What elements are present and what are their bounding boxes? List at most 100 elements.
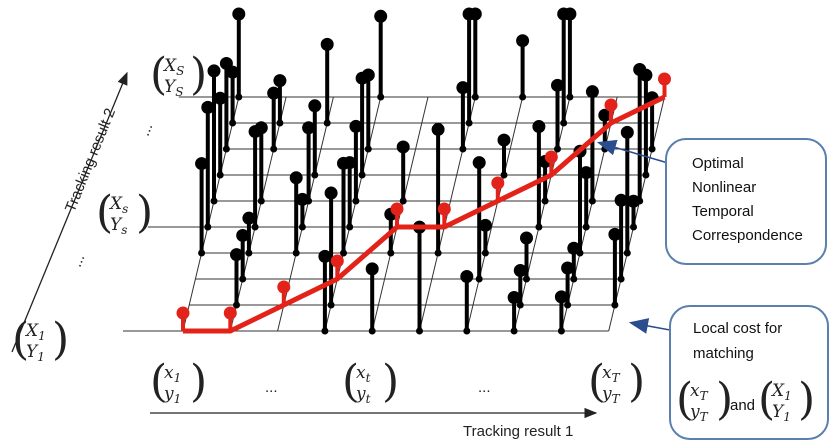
y-tick-vector-subscript: S [176,64,184,78]
y-tick-vector-subscript: s [121,223,127,237]
cost-stem-head [633,62,647,76]
cost-stem-head [532,120,546,134]
cost-stem-head [195,157,209,171]
cost-stem-head [554,290,568,304]
path-stem-head [223,306,237,320]
cost-stem-head [355,71,369,85]
y-tick-vector-letter: Y [26,342,39,362]
optimal-path-line [183,94,666,334]
y-tick-vector-subscript: S [175,85,183,99]
x-axis-label: Tracking result 1 [463,423,573,440]
formula-vector-right-letter: Y [772,402,785,422]
formula-and: and [730,397,755,414]
cost-stem-head [295,192,309,206]
y-tick-vector-rparen: ) [190,49,207,100]
y-tick-vector-letter: X [162,56,177,76]
x-tick-vector-rparen: ) [190,356,207,407]
path-stem-head [491,176,505,190]
formula-vector-right-symbol: Y1 [772,402,791,424]
cost-stem-head [248,125,262,139]
cost-stem-head [242,211,256,225]
cost-stem-head [308,99,322,113]
y-tick-vector-rparen: ) [52,314,69,365]
path-stem-head [544,150,558,164]
x-tick-vector-symbol: xt [356,363,371,385]
cost-stem-head [507,291,521,305]
cost-stem-head [608,227,622,241]
formula-vector-right-subscript: 1 [784,389,792,403]
cost-stem-head [460,270,474,284]
callout-optimal-line-4: Correspondence [692,227,803,244]
y-tick-vector-lparen: ( [150,49,167,100]
cost-stem-head [236,228,250,242]
y-tick-vector-symbol: Y1 [26,342,45,364]
y-tick-vector-letter: X [108,194,123,214]
cost-stem-head [267,86,281,100]
callout-optimal-arrow [596,139,669,164]
formula-vector-left-subscript: T [700,389,709,403]
path-stem-head [604,98,618,112]
path-stem-head [330,254,344,268]
callout-local-cost-box [669,305,829,440]
y-tick-vector-symbol: YS [164,77,183,99]
x-tick-vector-subscript: t [366,392,371,406]
callout-local-cost-arrow [628,318,671,334]
grid-col-line [466,96,524,332]
formula-vector-left-symbol: yT [689,402,709,424]
y-tick-vector-symbol: Ys [110,215,127,237]
x-tick-ellipsis: ... [265,379,278,396]
x-tick-vector-subscript: 1 [174,392,182,406]
cost-stem-head [620,125,634,139]
cost-stem-head [201,100,215,114]
cost-stem-head [557,7,571,21]
callout-optimal: Optimal Nonlinear Temporal Correspondenc… [596,138,827,265]
formula-vector-right-subscript: 1 [783,410,791,424]
x-tick-vector-letter: y [163,384,174,404]
x-tick-vector-symbol: yt [355,384,371,406]
cost-stem-head [230,248,243,262]
formula-vector-right-rparen: ) [798,374,815,425]
cost-stem-head [516,34,530,48]
path-stem-head [277,280,291,294]
formula-vector-right-symbol: X1 [770,381,792,403]
x-tick-vector-symbol: yT [601,384,621,406]
y-tick-vector-symbol: X1 [24,321,46,343]
y-tick-ellipsis: ... [68,252,88,270]
x-tick-vector-symbol: x1 [164,363,181,385]
cost-stem-head [472,156,486,170]
x-tick-vector-letter: y [601,384,612,404]
cost-stem-head [349,119,363,133]
cost-stem-head [551,78,564,92]
grid-col-line [324,96,382,332]
y-tick-vector-symbol: Xs [108,194,128,216]
callout-optimal-line-1: Optimal [692,155,744,172]
cost-stem-head [324,186,338,200]
cost-stem-head [513,264,527,278]
x-tick-vector-subscript: 1 [174,371,182,385]
x-tick-vector-symbol: y1 [163,384,181,406]
formula-vector-right-lparen: ( [758,374,775,425]
cost-stem-head [318,249,332,263]
cost-stem-head [627,194,640,208]
y-tick-vector-subscript: 1 [38,329,46,343]
x-tick-vector-letter: y [355,384,366,404]
cost-stem-head [207,64,221,78]
formula-vector-left-symbol: xT [690,381,709,403]
optimal-path [176,72,671,334]
cost-stem-head [320,37,334,51]
cost-stem-head [273,74,287,88]
cost-stem-head [567,241,581,255]
y-tick-vector-letter: Y [110,215,123,235]
cost-stem-head [462,7,476,21]
x-tick-vector-lparen: ( [342,356,359,407]
cost-stem-head [598,108,612,122]
callout-optimal-line-3: Temporal [692,203,754,220]
